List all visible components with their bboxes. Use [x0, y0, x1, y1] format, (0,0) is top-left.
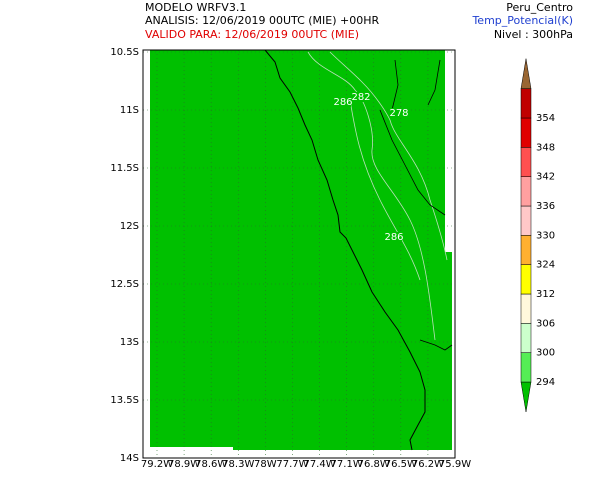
colorbar-label: 324 — [536, 260, 555, 271]
contour-label: 282 — [351, 92, 370, 103]
contour — [329, 51, 448, 261]
lat-label: 11S — [120, 105, 139, 116]
colorbar-label: 312 — [536, 289, 555, 300]
colorbar-label: 336 — [536, 201, 555, 212]
colorbar-segment — [520, 176, 532, 207]
colorbar-segment — [520, 264, 532, 295]
colorbar-segment — [520, 147, 532, 177]
model-title: MODELO WRFV3.1 — [145, 1, 246, 14]
colorbar-segment — [520, 293, 532, 324]
lat-label: 12S — [120, 221, 139, 232]
colorbar-segment — [520, 117, 532, 148]
colorbar-label: 330 — [536, 230, 555, 241]
border — [419, 339, 453, 351]
contour-label-box — [391, 108, 407, 118]
lon-label: 76.8W — [358, 459, 390, 470]
lat-label: 14S — [120, 453, 139, 464]
colorbar: 294 300 306 312 324 330 336 342 348 354 — [520, 58, 555, 413]
analysis-time: ANALISIS: 12/06/2019 00UTC (MIE) +00HR — [145, 14, 380, 27]
field-fill — [150, 50, 452, 450]
coastline — [264, 49, 426, 451]
lon-label: 77.7W — [276, 459, 308, 470]
lon-label: 78W — [254, 459, 277, 470]
lat-label: 13.5S — [110, 395, 139, 406]
variable: Temp_Potencial(K) — [471, 14, 573, 27]
lon-label: 76.5W — [385, 459, 417, 470]
contour-label-box — [335, 97, 351, 107]
border — [379, 59, 446, 216]
colorbar-label: 300 — [536, 348, 555, 359]
colorbar-label: 342 — [536, 172, 555, 183]
lat-label: 11.5S — [110, 163, 139, 174]
colorbar-segment — [520, 323, 532, 353]
lat-label: 13S — [120, 337, 139, 348]
level: Nivel : 300hPa — [494, 28, 573, 41]
contour-label: 286 — [384, 232, 403, 243]
lat-label: 10.5S — [110, 47, 139, 58]
colorbar-segment — [520, 205, 532, 236]
colorbar-label: 354 — [536, 113, 555, 124]
valid-time: VALIDO PARA: 12/06/2019 00UTC (MIE) — [145, 28, 359, 41]
contour-label-box — [386, 232, 402, 242]
colorbar-segment — [520, 235, 532, 265]
colorbar-triangle — [520, 381, 532, 413]
lon-label: 79.2W — [141, 459, 173, 470]
lon-label: 75.9W — [439, 459, 471, 470]
map-frame — [142, 49, 456, 459]
lon-label: 78.3W — [222, 459, 254, 470]
contour — [349, 99, 421, 281]
contour — [307, 51, 436, 341]
lat-label: 12.5S — [110, 279, 139, 290]
lon-label: 77.4W — [303, 459, 335, 470]
contour-label: 278 — [389, 108, 408, 119]
contour-label: 286 — [333, 97, 352, 108]
lon-label: 77.1W — [331, 459, 363, 470]
colorbar-segment — [520, 88, 532, 119]
colorbar-label: 294 — [536, 377, 555, 388]
colorbar-triangle — [520, 58, 532, 89]
contour-label-box — [353, 92, 369, 102]
region: Peru_Centro — [506, 1, 573, 14]
colorbar-segment — [520, 352, 532, 383]
lon-label: 78.6W — [195, 459, 227, 470]
lon-label: 78.9W — [168, 459, 200, 470]
colorbar-label: 348 — [536, 142, 555, 153]
lon-label: 76.2W — [412, 459, 444, 470]
colorbar-label: 306 — [536, 318, 555, 329]
